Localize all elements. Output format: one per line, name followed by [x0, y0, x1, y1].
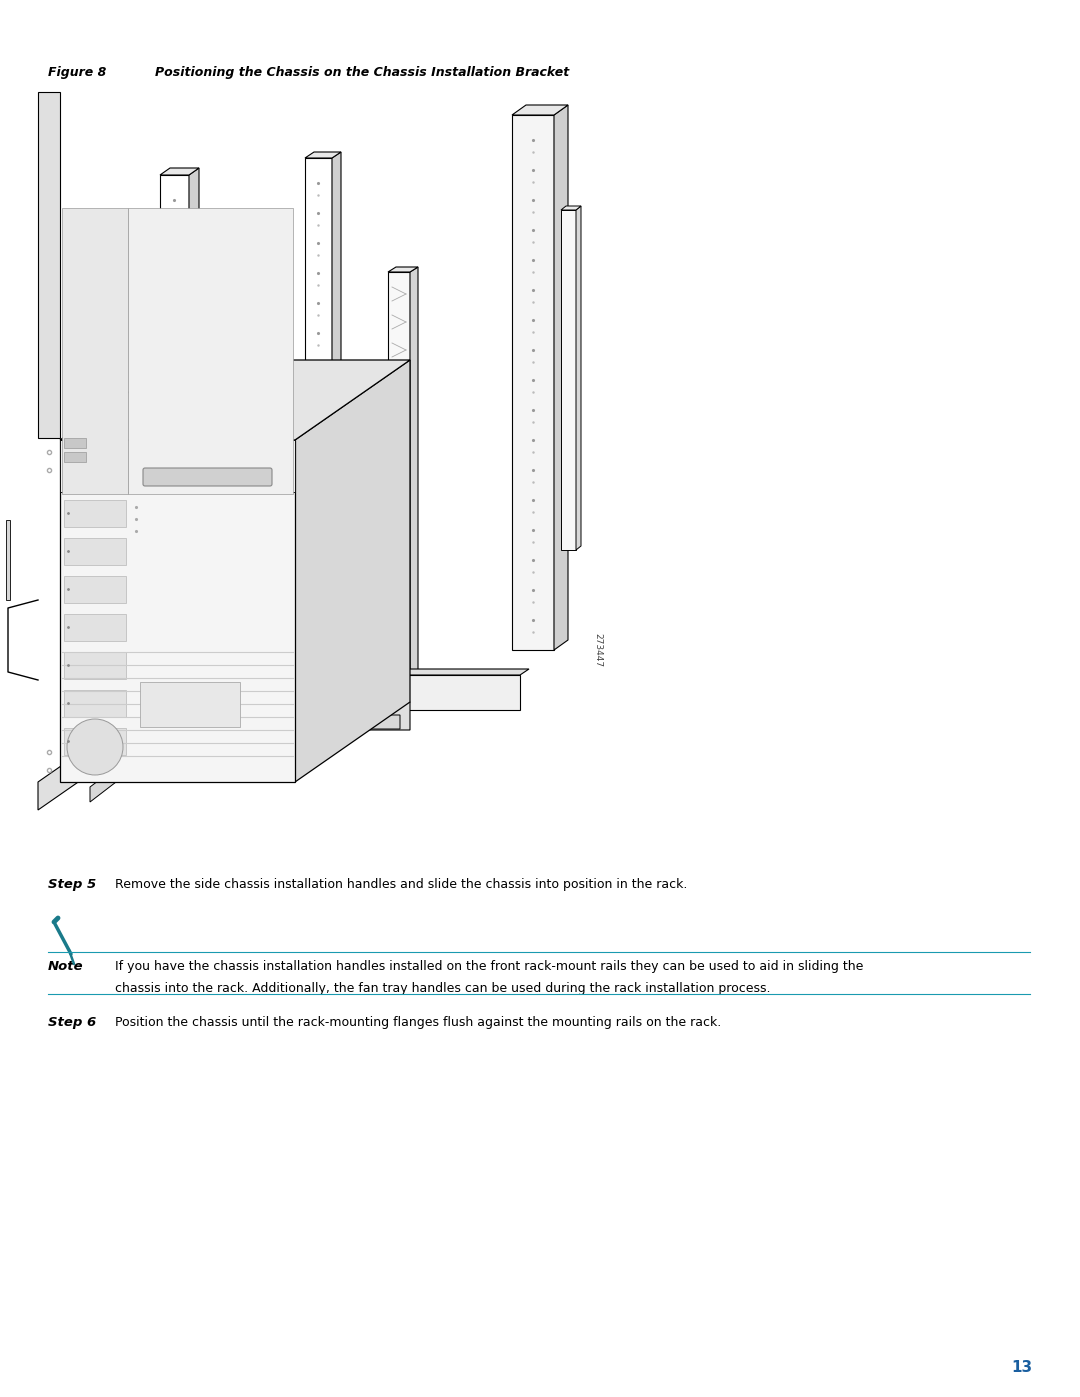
- Text: Figure 8: Figure 8: [48, 66, 106, 80]
- Bar: [6, 520, 10, 599]
- Polygon shape: [561, 205, 581, 210]
- Text: Step 5: Step 5: [48, 877, 96, 891]
- Bar: [64, 538, 126, 564]
- Bar: [140, 682, 240, 726]
- Polygon shape: [332, 152, 341, 705]
- Polygon shape: [388, 272, 410, 680]
- Text: 13: 13: [1011, 1361, 1032, 1375]
- Polygon shape: [576, 205, 581, 550]
- Polygon shape: [410, 267, 418, 680]
- FancyBboxPatch shape: [143, 468, 272, 486]
- Text: chassis into the rack. Additionally, the fan tray handles can be used during the: chassis into the rack. Additionally, the…: [114, 982, 770, 995]
- Text: Position the chassis until the rack-mounting flanges flush against the mounting : Position the chassis until the rack-moun…: [114, 1016, 721, 1030]
- Polygon shape: [189, 168, 199, 680]
- Bar: [60, 440, 295, 492]
- Polygon shape: [388, 267, 418, 272]
- Polygon shape: [305, 669, 529, 675]
- Bar: [64, 728, 126, 754]
- Polygon shape: [60, 440, 295, 782]
- Bar: [64, 615, 126, 641]
- Polygon shape: [160, 168, 199, 175]
- Polygon shape: [60, 360, 410, 440]
- Text: Remove the side chassis installation handles and slide the chassis into position: Remove the side chassis installation han…: [114, 877, 687, 891]
- Polygon shape: [305, 152, 341, 158]
- Polygon shape: [305, 158, 332, 705]
- Polygon shape: [160, 175, 189, 680]
- Bar: [129, 208, 293, 495]
- Text: Positioning the Chassis on the Chassis Installation Bracket: Positioning the Chassis on the Chassis I…: [156, 66, 569, 80]
- Bar: [64, 500, 126, 527]
- Polygon shape: [90, 715, 400, 802]
- Bar: [64, 453, 86, 462]
- Circle shape: [67, 719, 123, 775]
- Text: Note: Note: [48, 960, 83, 972]
- Bar: [64, 690, 126, 717]
- Bar: [64, 439, 86, 448]
- Polygon shape: [512, 115, 554, 650]
- Bar: [64, 652, 126, 679]
- Polygon shape: [305, 675, 519, 710]
- Bar: [38, 92, 60, 439]
- Polygon shape: [561, 210, 576, 550]
- Polygon shape: [512, 105, 568, 115]
- Text: 273447: 273447: [594, 633, 603, 666]
- Text: If you have the chassis installation handles installed on the front rack-mount r: If you have the chassis installation han…: [114, 960, 863, 972]
- Bar: [64, 576, 126, 604]
- Bar: [62, 208, 129, 495]
- Polygon shape: [38, 703, 410, 810]
- Text: Step 6: Step 6: [48, 1016, 96, 1030]
- Polygon shape: [554, 105, 568, 650]
- Polygon shape: [295, 360, 410, 782]
